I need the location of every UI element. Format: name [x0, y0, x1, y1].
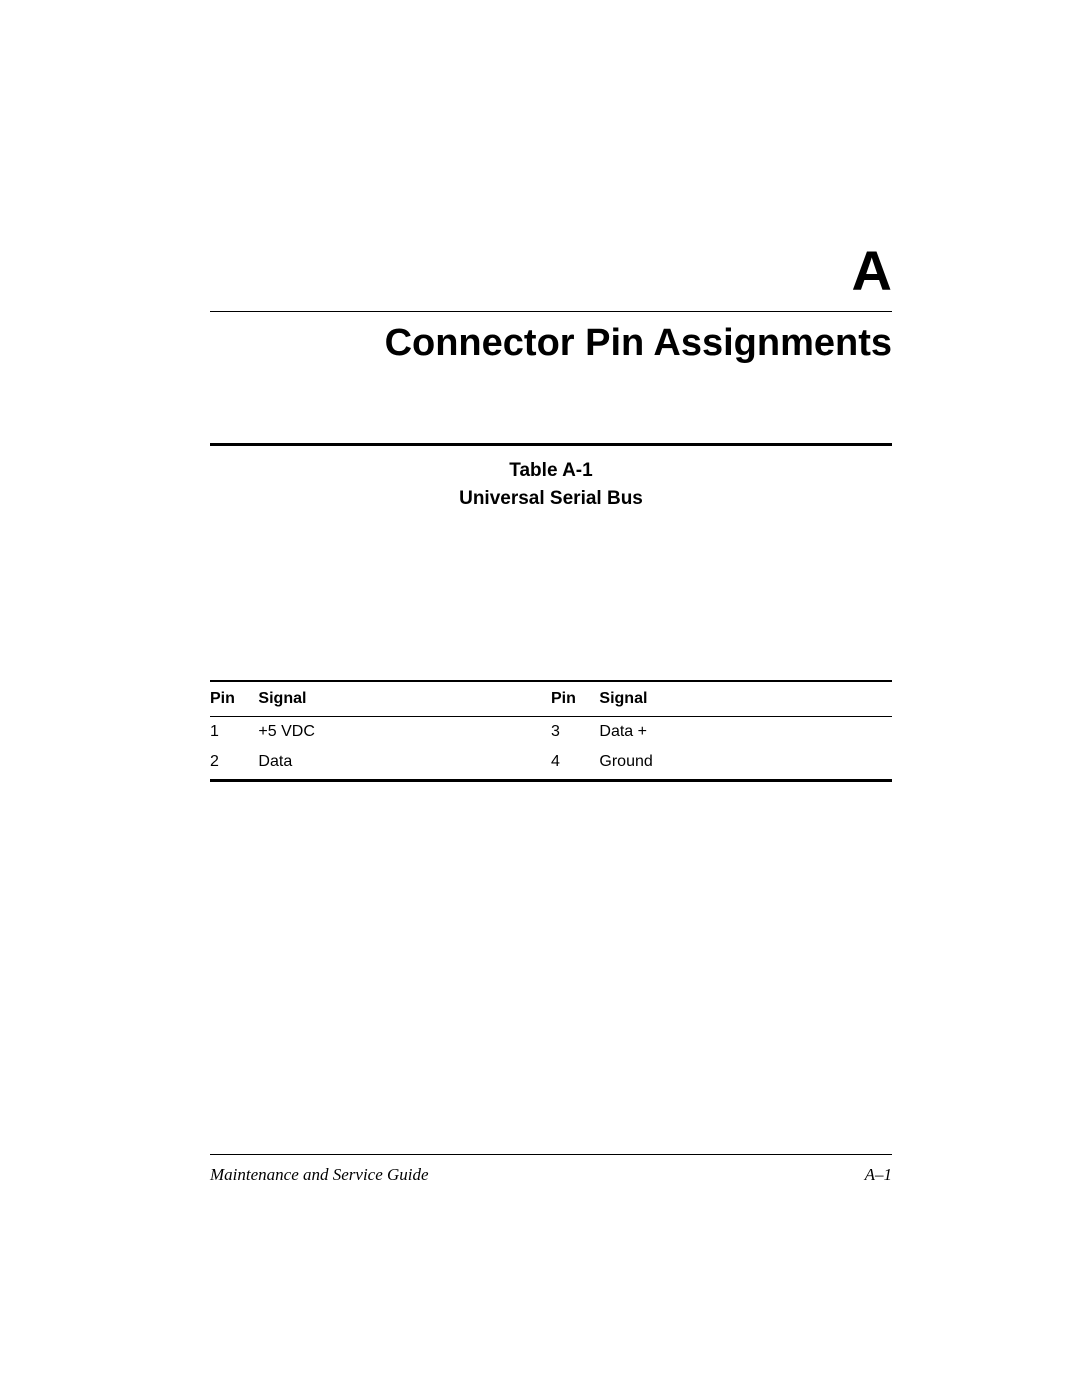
table-number: Table A-1	[210, 460, 892, 482]
footer-left: Maintenance and Service Guide	[210, 1165, 429, 1185]
cell: Data +	[599, 717, 892, 747]
title-rule-bottom	[210, 443, 892, 446]
cell: Data	[258, 747, 551, 777]
cell: 3	[551, 717, 599, 747]
table-header-row: Pin Signal Pin Signal	[210, 682, 892, 716]
appendix-letter: A	[210, 238, 892, 303]
title-rule-top	[210, 311, 892, 312]
chapter-title: Connector Pin Assignments	[210, 322, 892, 365]
table-name: Universal Serial Bus	[210, 488, 892, 510]
footer-rule	[210, 1154, 892, 1155]
cell: +5 VDC	[258, 717, 551, 747]
pin-table-body: 1 +5 VDC 3 Data + 2 Data 4 Ground	[210, 717, 892, 777]
col-header-pin-2: Pin	[551, 682, 599, 716]
table-title-block: Table A-1 Universal Serial Bus	[210, 460, 892, 510]
col-header-signal-2: Signal	[599, 682, 892, 716]
col-header-pin-1: Pin	[210, 682, 258, 716]
footer-right: A–1	[865, 1165, 892, 1185]
cell: 4	[551, 747, 599, 777]
cell: 1	[210, 717, 258, 747]
pin-table-wrap: Pin Signal Pin Signal 1 +5 VDC 3 Data + …	[210, 680, 892, 782]
table-row: 2 Data 4 Ground	[210, 747, 892, 777]
col-header-signal-1: Signal	[258, 682, 551, 716]
pin-table: Pin Signal Pin Signal	[210, 682, 892, 716]
cell: 2	[210, 747, 258, 777]
page-footer: Maintenance and Service Guide A–1	[210, 1154, 892, 1185]
cell: Ground	[599, 747, 892, 777]
table-row: 1 +5 VDC 3 Data +	[210, 717, 892, 747]
table-rule-bottom	[210, 779, 892, 782]
